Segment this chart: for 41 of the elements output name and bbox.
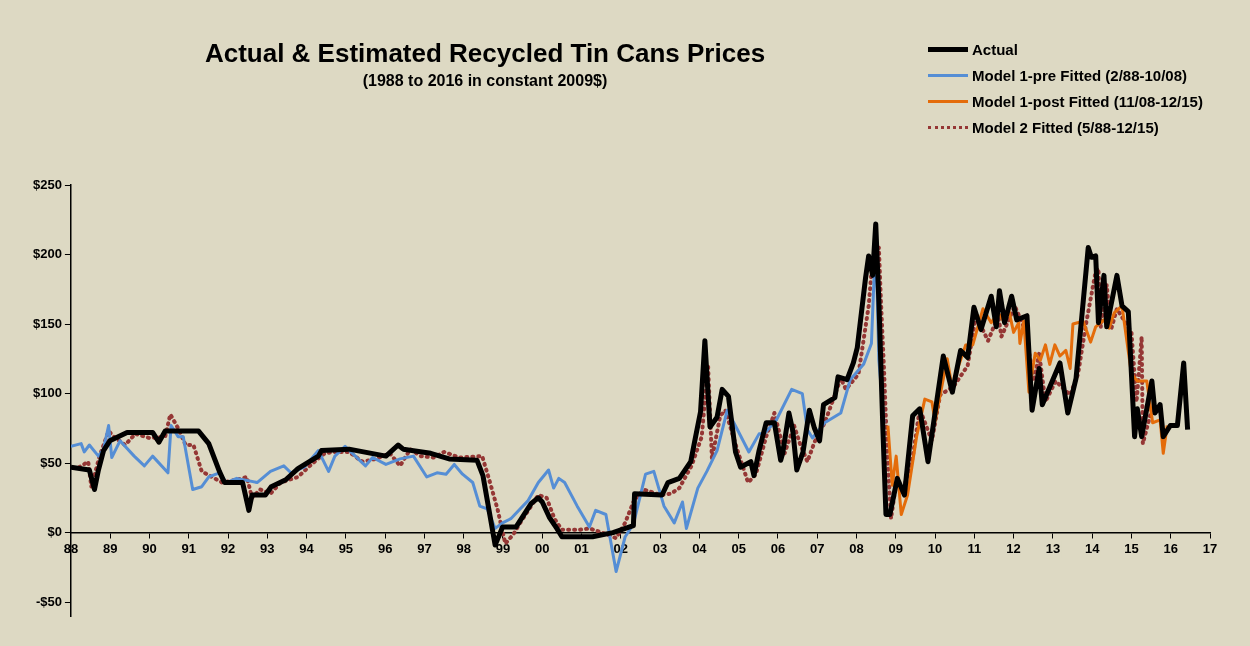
- x-tick-label: 13: [1045, 540, 1061, 556]
- x-tick-label: 90: [142, 540, 157, 556]
- x-tick-label: 14: [1084, 540, 1101, 556]
- x-tick-label: 03: [652, 540, 668, 556]
- x-tick-label: 12: [1006, 540, 1021, 556]
- legend-label: Model 1-pre Fitted (2/88-10/08): [972, 66, 1188, 84]
- legend-label: Model 1-post Fitted (11/08-12/15): [972, 92, 1203, 110]
- x-tick-label: 96: [377, 540, 393, 556]
- legend-label: Model 2 Fitted (5/88-12/15): [972, 118, 1159, 136]
- x-tick-label: 17: [1202, 540, 1218, 556]
- x-tick-label: 15: [1124, 540, 1139, 556]
- x-tick-label: 99: [495, 540, 511, 556]
- x-tick-label: 05: [731, 540, 746, 556]
- x-tick-label: 06: [770, 540, 786, 556]
- x-tick-label: 07: [809, 540, 825, 556]
- x-tick-label: 95: [338, 540, 354, 556]
- x-tick-label: 89: [102, 540, 118, 556]
- legend-label: Actual: [972, 40, 1018, 58]
- x-tick-label: 01: [574, 540, 589, 556]
- x-tick-label: 97: [417, 540, 432, 556]
- chart-subtitle: (1988 to 2016 in constant 2009$): [361, 72, 609, 90]
- y-tick-label: $0: [47, 524, 62, 540]
- y-tick-label: $250: [33, 176, 62, 192]
- x-tick-label: 98: [456, 540, 471, 556]
- x-tick-label: 94: [299, 540, 315, 556]
- y-tick-label: $150: [33, 315, 62, 331]
- x-tick-label: 00: [535, 540, 550, 556]
- y-tick-label: $50: [40, 454, 62, 470]
- x-tick-label: 93: [260, 540, 275, 556]
- x-tick-label: 11: [967, 540, 982, 556]
- x-tick-label: 91: [181, 540, 196, 556]
- chart-title: Actual & Estimated Recycled Tin Cans Prices: [203, 38, 767, 69]
- y-tick-label: -$50: [35, 593, 62, 609]
- x-tick-label: 16: [1163, 540, 1178, 556]
- x-tick-label: 09: [888, 540, 904, 556]
- x-tick-label: 08: [849, 540, 864, 556]
- x-tick-label: 92: [220, 540, 236, 556]
- y-tick-label: $100: [33, 385, 62, 401]
- x-tick-label: 04: [692, 540, 708, 556]
- x-tick-label: 10: [927, 540, 943, 556]
- y-tick-label: $200: [33, 246, 62, 262]
